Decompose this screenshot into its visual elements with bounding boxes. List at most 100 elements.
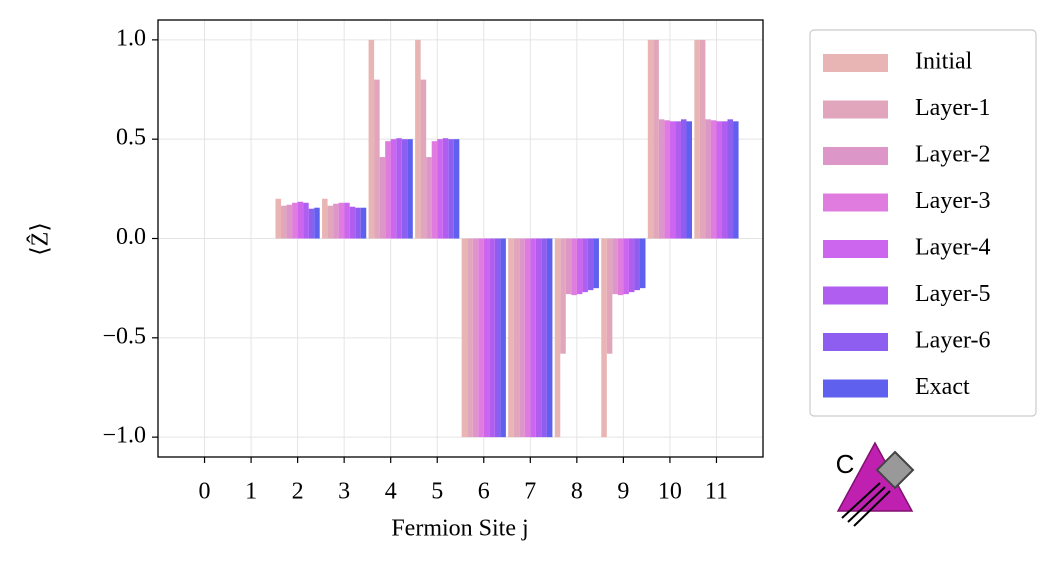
- bar: [327, 205, 334, 239]
- logo-text: C: [836, 449, 855, 479]
- bar: [571, 238, 577, 296]
- bar: [601, 238, 607, 438]
- bar: [303, 202, 309, 239]
- y-tick-label: −0.5: [102, 323, 146, 349]
- x-tick-label: 5: [431, 479, 443, 505]
- logo: C: [836, 441, 915, 527]
- bar: [710, 120, 717, 239]
- legend-label: Layer-1: [915, 95, 990, 121]
- bar: [314, 207, 320, 239]
- x-axis-label: Fermion Site j: [391, 516, 528, 542]
- bar: [612, 238, 618, 295]
- bar: [494, 238, 501, 438]
- legend-label: Exact: [915, 374, 970, 400]
- x-tick-label: 8: [571, 479, 583, 505]
- legend-box: [809, 29, 1037, 417]
- bar: [554, 238, 561, 438]
- bar: [368, 39, 375, 239]
- bar: [628, 238, 635, 293]
- bar: [437, 139, 443, 239]
- y-tick-label: 0.5: [116, 125, 146, 151]
- x-tick-label: 11: [705, 479, 728, 505]
- bar: [546, 238, 553, 438]
- bar: [524, 238, 531, 438]
- bar: [530, 238, 536, 438]
- bar: [286, 204, 293, 239]
- bar: [407, 139, 413, 239]
- legend-label: Initial: [915, 49, 973, 75]
- plot-frame: [157, 19, 764, 458]
- bar: [519, 238, 525, 438]
- bar: [349, 206, 356, 239]
- bar: [699, 39, 706, 239]
- bar: [333, 203, 339, 239]
- y-tick-label: −1.0: [102, 423, 146, 449]
- x-tick-label: 2: [292, 479, 304, 505]
- bar: [727, 119, 734, 239]
- bar: [560, 238, 566, 354]
- bar: [297, 201, 304, 239]
- bar: [338, 202, 345, 239]
- bar: [322, 198, 328, 239]
- bar: [308, 208, 315, 239]
- bar: [431, 141, 438, 239]
- legend-swatch: [823, 240, 888, 258]
- x-tick-label: 4: [385, 479, 397, 505]
- bar: [623, 238, 629, 295]
- bar: [461, 238, 468, 438]
- legend-label: Layer-3: [915, 188, 990, 214]
- bar: [593, 238, 599, 289]
- bar: [587, 238, 594, 291]
- bar: [448, 139, 454, 239]
- bar: [541, 238, 547, 438]
- logo-pin: [853, 490, 891, 527]
- legend-swatch: [823, 333, 888, 351]
- bar: [483, 238, 490, 438]
- bar: [680, 119, 687, 239]
- bar: [344, 202, 350, 239]
- bar: [426, 157, 432, 239]
- bar: [582, 238, 588, 293]
- bar: [415, 39, 421, 239]
- bar: [576, 238, 583, 295]
- legend-label: Layer-4: [915, 235, 990, 261]
- legend-swatch: [823, 54, 888, 72]
- bar: [653, 39, 659, 239]
- x-tick-label: 1: [245, 479, 257, 505]
- bar: [705, 119, 711, 239]
- bar: [420, 79, 427, 239]
- legend-swatch: [823, 147, 888, 165]
- bar: [664, 120, 670, 239]
- bar: [467, 238, 473, 438]
- bar: [675, 121, 681, 239]
- legend-label: Layer-6: [915, 328, 990, 354]
- bar: [606, 238, 613, 354]
- bar: [733, 121, 739, 239]
- y-axis-label: ⟨Ẑ⟩: [28, 222, 54, 255]
- bar: [379, 157, 386, 239]
- legend-label: Layer-5: [915, 281, 990, 307]
- bar: [634, 238, 640, 291]
- legend-swatch: [823, 193, 888, 212]
- legend: Initial Layer-1 Layer-2 Layer-3 Layer-4 Layer…: [809, 29, 1037, 417]
- bar: [617, 238, 624, 296]
- bar: [500, 238, 506, 438]
- bar: [374, 79, 380, 239]
- bar: [360, 207, 367, 239]
- bar: [513, 238, 520, 438]
- legend-swatch: [823, 286, 888, 305]
- x-tick-label: 10: [658, 479, 682, 505]
- bar: [472, 238, 479, 438]
- bar: [694, 39, 700, 239]
- bar: [639, 238, 646, 289]
- x-tick-label: 6: [478, 479, 490, 505]
- bar: [721, 121, 728, 239]
- bar: [658, 119, 665, 239]
- x-tick-label: 0: [199, 479, 211, 505]
- bar: [669, 121, 676, 239]
- bar: [396, 138, 402, 239]
- y-tick-label: 0.0: [116, 224, 146, 250]
- logo-chip: [875, 450, 915, 490]
- logo-pin: [847, 486, 886, 523]
